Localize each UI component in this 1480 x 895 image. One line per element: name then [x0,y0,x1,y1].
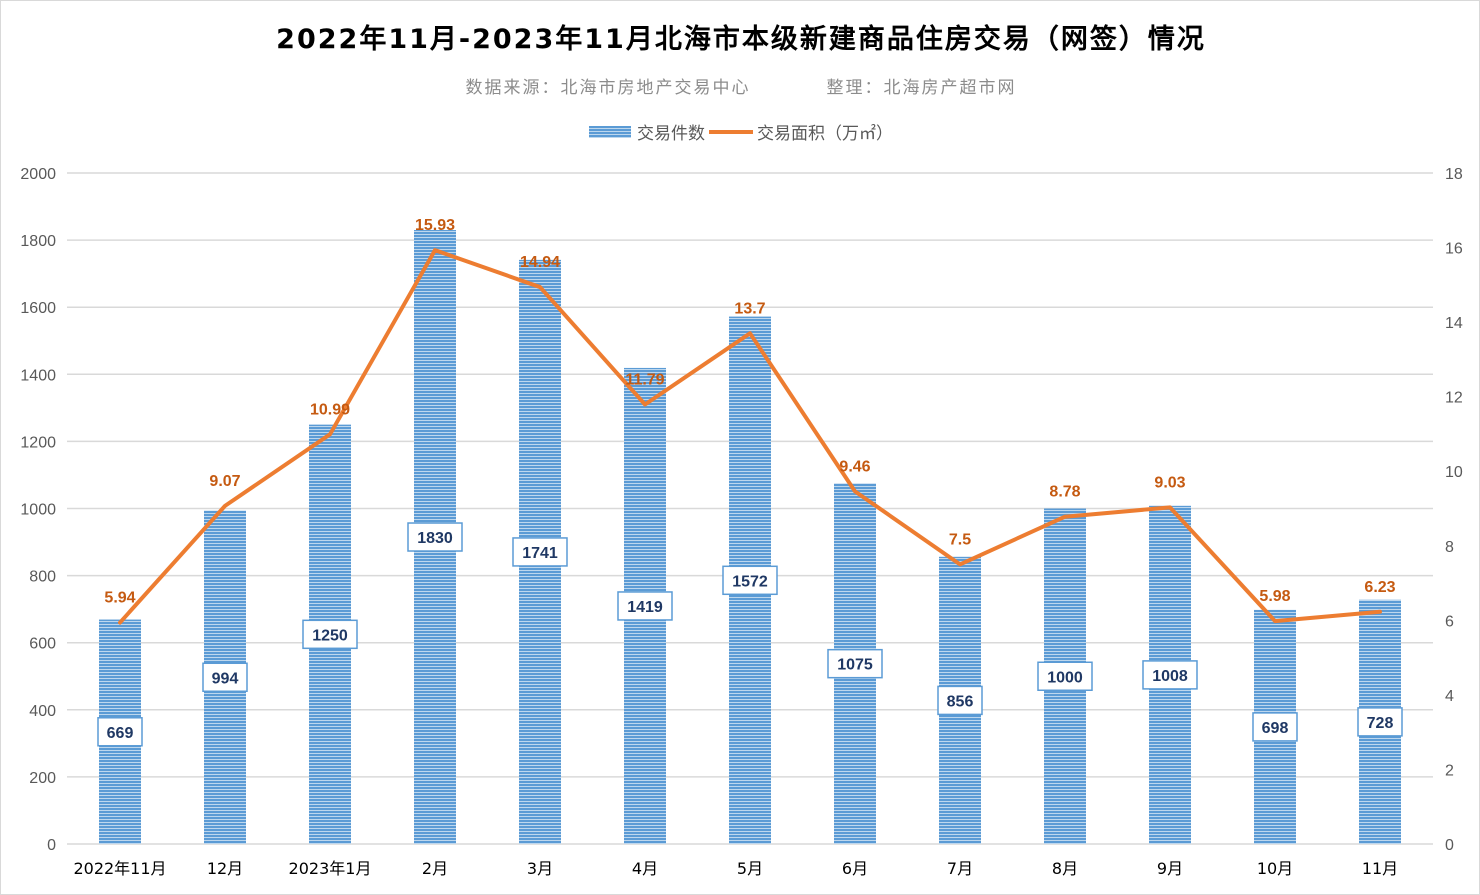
x-tick-label: 11月 [1362,859,1398,878]
line-data-label: 11.79 [625,371,664,388]
bar-data-label: 1830 [417,530,453,547]
legend: 交易件数 交易面积（万㎡） [1,119,1479,144]
left-tick-label: 1200 [20,434,56,451]
left-tick-label: 600 [29,636,56,653]
line-data-label: 8.78 [1049,484,1080,501]
bar-data-label: 698 [1262,720,1289,737]
bar-data-label: 1008 [1152,668,1188,685]
x-tick-label: 5月 [737,859,763,878]
bar-data-label: 669 [107,725,134,742]
x-tick-label: 9月 [1157,859,1183,878]
bar-data-label: 728 [1367,715,1394,732]
x-tick-label: 6月 [842,859,868,878]
bar-label-box [827,648,883,679]
right-tick-label: 0 [1445,837,1454,854]
bar-label-box [937,685,983,716]
line-data-label: 10.99 [310,401,350,418]
left-tick-label: 800 [29,569,56,586]
left-tick-label: 1000 [20,502,56,519]
x-tick-label: 2023年1月 [289,859,372,878]
line-data-label: 15.93 [415,217,455,234]
left-tick-label: 2000 [20,166,56,183]
bar-data-label: 1250 [312,627,348,644]
data-source: 数据来源：北海市房地产交易中心 [465,78,751,98]
compiler: 整理：北海房产超市网 [826,78,1017,98]
line-data-label: 5.98 [1259,588,1290,605]
line-data-label: 7.5 [949,531,971,548]
x-tick-label: 2月 [422,859,448,878]
left-tick-label: 1400 [20,367,56,384]
line-data-label: 9.07 [209,473,240,490]
legend-line-label: 交易面积（万㎡） [757,124,893,144]
right-tick-label: 12 [1445,390,1463,407]
bar-label-box [722,565,778,596]
left-tick-label: 1800 [20,233,56,250]
x-tick-label: 4月 [632,859,658,878]
area-line [118,248,1382,625]
x-tick-label: 2022年11月 [73,859,166,878]
line-data-label: 9.46 [839,458,870,475]
bar-label-box [97,717,143,747]
left-tick-label: 1600 [20,300,56,317]
left-tick-label: 0 [47,837,56,854]
x-tick-label: 10月 [1257,859,1293,878]
bar-data-label: 994 [212,670,239,687]
bar-data-label: 856 [947,693,974,710]
chart-title: 2022年11月-2023年11月北海市本级新建商品住房交易（网签）情况 [276,24,1206,55]
right-tick-label: 18 [1445,166,1463,183]
bar-data-label: 1075 [837,657,873,674]
bar-label-box [1142,660,1198,690]
x-tick-label: 8月 [1052,859,1078,878]
bar-label-box [1357,707,1403,737]
bar-data-label: 1741 [522,545,558,562]
bar-label-box [302,619,358,650]
left-tick-label: 200 [29,770,56,787]
line-data-label: 6.23 [1364,579,1395,596]
bar-data-label: 1000 [1047,669,1083,686]
bar-label-box [617,591,673,621]
x-tick-label: 7月 [947,859,973,878]
legend-bar-swatch [589,125,631,138]
right-tick-label: 8 [1445,539,1454,556]
right-tick-label: 2 [1445,762,1454,779]
right-tick-label: 4 [1445,688,1454,705]
left-tick-label: 400 [29,703,56,720]
right-tick-label: 14 [1445,315,1463,332]
line-data-label: 14.94 [520,254,560,271]
bar-label-box [202,662,248,693]
bar-label-box [1252,712,1298,742]
x-tick-label: 12月 [207,859,243,878]
bar-data-label: 1419 [627,599,663,616]
line-data-label: 13.7 [734,300,765,317]
line-data-label: 5.94 [104,590,135,607]
line-data-label: 9.03 [1154,474,1185,491]
bar-data-label: 1572 [732,573,768,590]
x-tick-label: 3月 [527,859,553,878]
bar-label-box [512,537,568,567]
right-tick-label: 16 [1445,241,1463,258]
chart-subtitle: 数据来源：北海市房地产交易中心 整理：北海房产超市网 [1,73,1479,98]
right-tick-label: 6 [1445,613,1454,630]
legend-bar-label: 交易件数 [637,124,705,144]
legend-line-swatch [709,129,753,134]
right-tick-label: 10 [1445,464,1463,481]
bar-label-box [407,522,463,552]
bar-label-box [1037,661,1093,691]
